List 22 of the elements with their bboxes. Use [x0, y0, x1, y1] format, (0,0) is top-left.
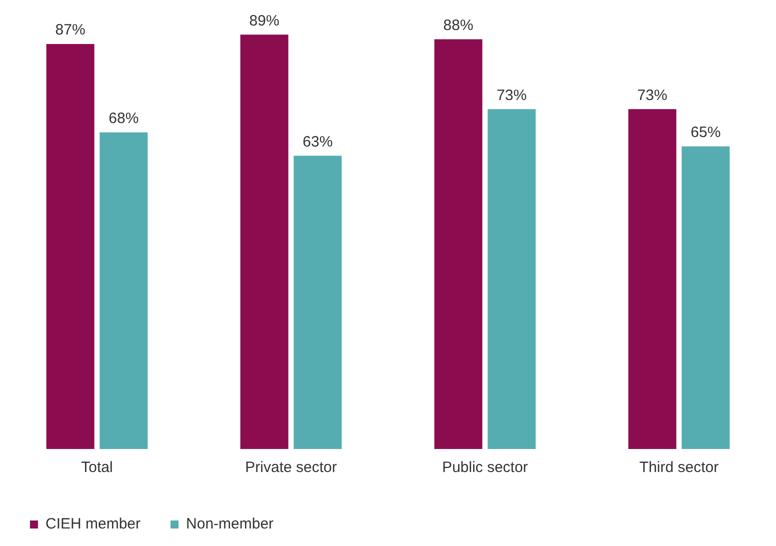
bar	[488, 109, 536, 449]
data-label: 65%	[690, 124, 721, 142]
legend-label: Non-member	[186, 516, 274, 533]
bar	[434, 39, 482, 449]
legend-label: CIEH member	[46, 516, 141, 533]
bar	[240, 34, 288, 449]
bar	[682, 146, 730, 449]
bar	[628, 109, 676, 449]
x-tick-label: Public sector	[442, 459, 528, 476]
data-label: 73%	[637, 86, 668, 104]
x-tick-label: Total	[81, 459, 113, 476]
data-label: 87%	[55, 22, 86, 39]
bar	[46, 44, 94, 449]
data-label: 73%	[496, 86, 527, 104]
bar	[294, 156, 342, 449]
data-label: 88%	[443, 16, 474, 34]
x-tick-label: Third sector	[639, 459, 719, 476]
x-tick-label: Private sector	[245, 459, 337, 476]
bar	[100, 132, 148, 449]
data-label: 68%	[108, 110, 139, 128]
data-label: 89%	[249, 12, 280, 30]
data-label: 63%	[302, 133, 333, 150]
